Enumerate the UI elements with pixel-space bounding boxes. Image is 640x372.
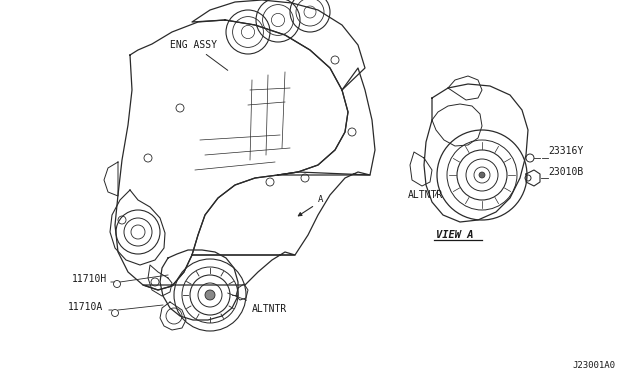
Circle shape [205, 290, 215, 300]
Text: VIEW A: VIEW A [436, 230, 474, 240]
Text: ENG ASSY: ENG ASSY [170, 40, 228, 70]
Text: ALTNTR: ALTNTR [228, 293, 287, 314]
Text: J23001A0: J23001A0 [572, 361, 615, 370]
Text: A: A [318, 195, 323, 204]
Circle shape [479, 172, 485, 178]
Text: 11710H: 11710H [72, 274, 108, 284]
Text: 11710A: 11710A [68, 302, 103, 312]
Text: 23010B: 23010B [548, 167, 583, 177]
Text: 23316Y: 23316Y [548, 146, 583, 156]
Text: ALTNTR: ALTNTR [408, 190, 444, 200]
